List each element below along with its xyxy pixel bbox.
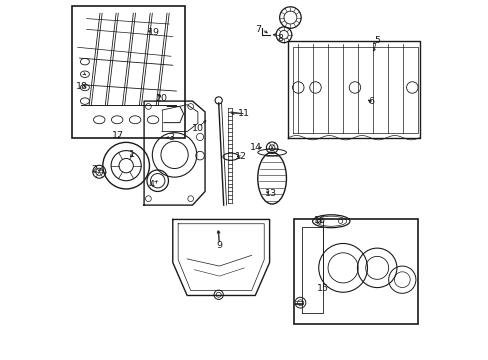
Bar (293, 220, 418, 324)
Text: 2: 2 (91, 165, 98, 174)
Bar (72, 6, 185, 138)
Text: 3: 3 (168, 133, 174, 142)
Text: 19: 19 (148, 28, 160, 37)
Text: 7: 7 (255, 25, 261, 34)
Text: 1: 1 (128, 150, 134, 159)
Text: 5: 5 (373, 36, 379, 45)
Text: 20: 20 (155, 94, 167, 103)
Text: 6: 6 (368, 97, 374, 106)
Text: 17: 17 (112, 131, 124, 140)
Text: 4: 4 (148, 180, 154, 189)
Text: 10: 10 (191, 123, 203, 132)
Text: 16: 16 (313, 216, 325, 225)
Text: 13: 13 (265, 189, 277, 198)
Text: 12: 12 (234, 152, 246, 161)
Text: 18: 18 (76, 82, 88, 91)
Text: 14: 14 (250, 143, 262, 152)
Text: 15: 15 (317, 284, 329, 293)
Text: 11: 11 (237, 109, 249, 118)
Text: 8: 8 (277, 34, 283, 43)
Text: 9: 9 (216, 241, 222, 250)
